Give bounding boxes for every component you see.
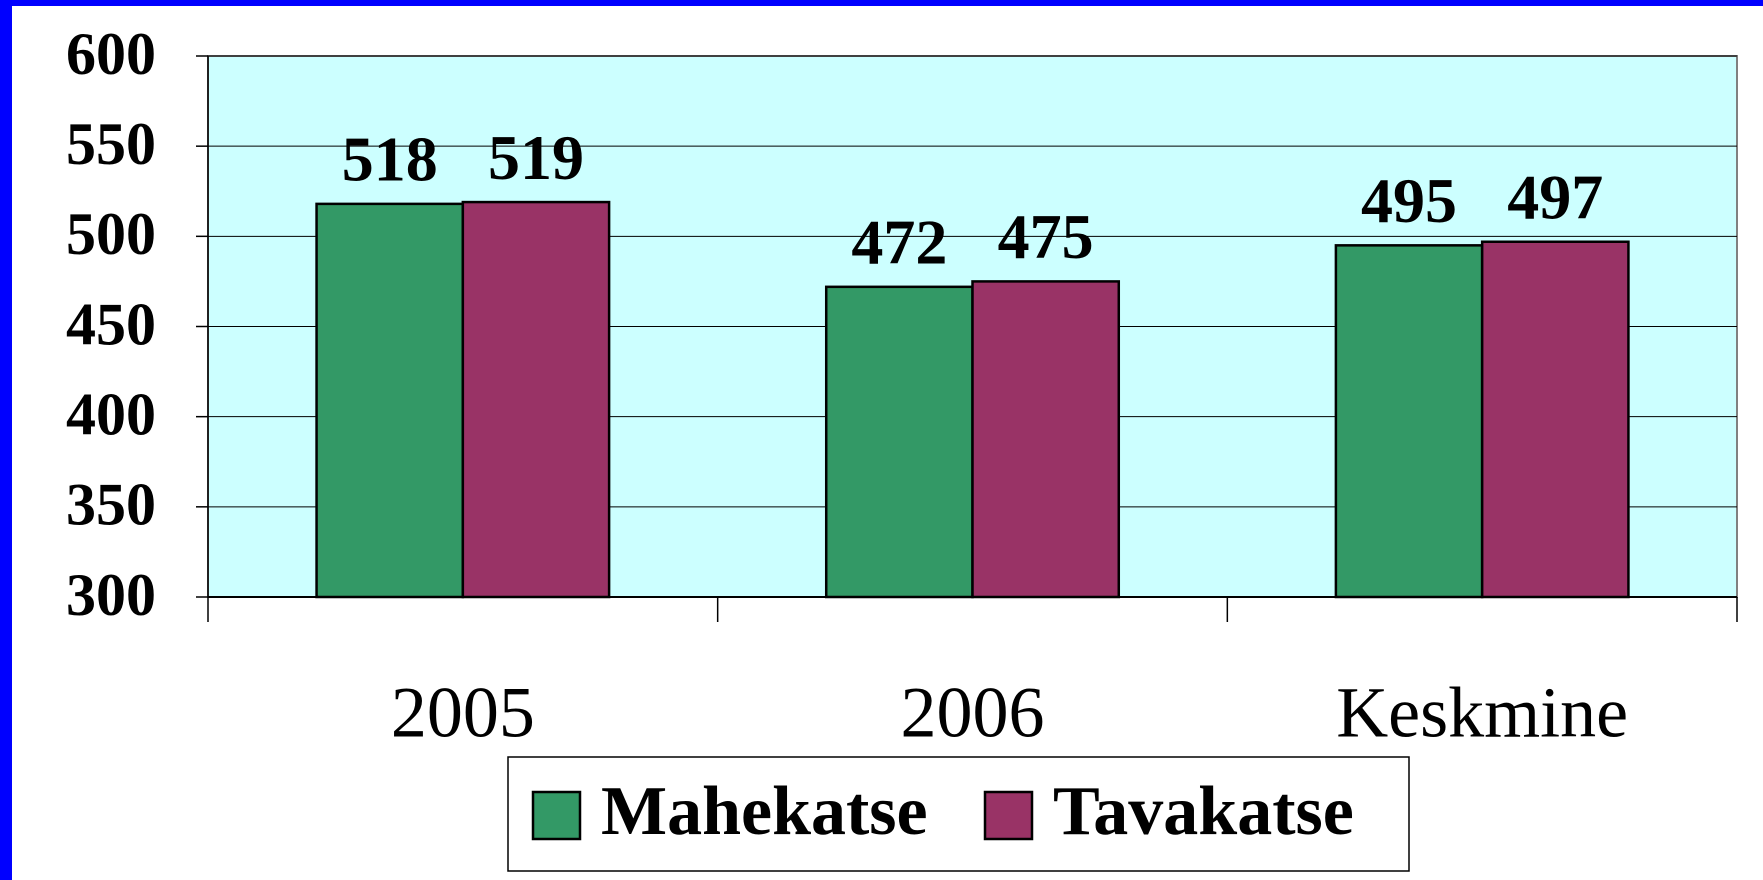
bar	[1480, 240, 1630, 599]
y-tick-label: 500	[66, 201, 156, 267]
bar	[1334, 244, 1484, 599]
data-label: 518	[342, 124, 438, 195]
bar	[971, 280, 1121, 599]
bar	[461, 200, 611, 599]
x-tick-label: 2006	[901, 673, 1045, 753]
data-label: 475	[998, 201, 1094, 272]
data-label: 519	[488, 122, 584, 193]
y-tick-label: 350	[66, 472, 156, 538]
data-label: 497	[1507, 161, 1603, 232]
data-label: 495	[1361, 165, 1457, 236]
y-tick-label: 550	[66, 111, 156, 177]
bar	[315, 202, 465, 599]
y-tick-label: 600	[66, 21, 156, 87]
legend-label: Mahekatse	[601, 773, 928, 850]
legend-swatch	[531, 790, 582, 841]
legend-label: Tavakatse	[1053, 773, 1354, 850]
y-tick-label: 400	[66, 381, 156, 447]
x-tick-label: 2005	[391, 673, 535, 753]
y-tick-label: 300	[66, 562, 156, 628]
y-tick-label: 450	[66, 291, 156, 357]
legend-box	[507, 756, 1410, 872]
legend-swatch	[983, 790, 1034, 841]
bar	[824, 285, 974, 599]
data-label: 472	[851, 207, 947, 278]
x-tick-label: Keskmine	[1336, 673, 1628, 753]
